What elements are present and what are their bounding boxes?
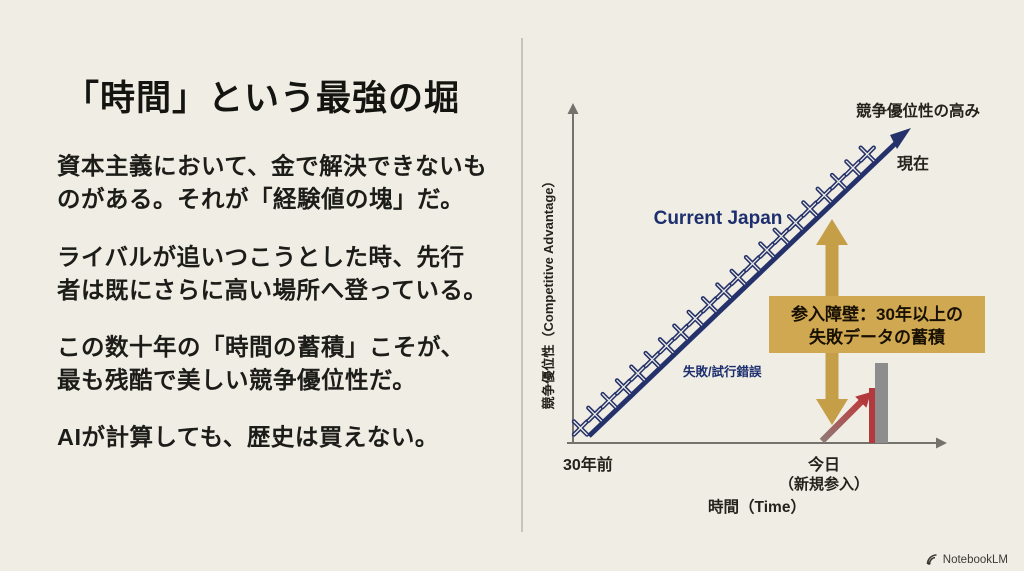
x-marker-highlight: [602, 393, 617, 408]
x-marker-highlight: [673, 325, 689, 340]
new-entrant-arrowhead-icon: [855, 392, 871, 408]
y-axis-arrowhead-icon: [567, 103, 579, 114]
x-marker-highlight: [731, 270, 746, 285]
x-marker-highlight: [745, 256, 760, 271]
paragraph-ai: AIが計算しても、歴史は買えない。: [57, 424, 439, 450]
paragraph-rivals: ライバルが追いつこうとした時、先行 者は既にさらに高い場所へ登っている。: [57, 244, 488, 303]
notebooklm-icon: [926, 554, 937, 565]
x-tick-today-line2: （新規参入）: [779, 475, 869, 493]
advantage-height-label: 競争優位性の高み: [856, 101, 981, 120]
x-marker-highlight: [759, 242, 775, 258]
now-label: 現在: [897, 154, 929, 173]
notebooklm-label: NotebookLM: [942, 553, 1008, 566]
failures-label: 失敗/試行錯誤: [683, 364, 762, 379]
x-marker-highlight: [688, 311, 703, 326]
x-marker-highlight: [645, 352, 660, 367]
y-axis-label: 競争優位性（Competitive Advantage）: [541, 175, 556, 410]
current-japan-arrowhead-icon: [890, 128, 911, 149]
x-marker-highlight: [845, 160, 861, 176]
entry-wall-red-stripe: [869, 388, 875, 443]
x-axis-arrowhead-icon: [936, 437, 947, 449]
x-axis-label: 時間（Time）: [708, 497, 806, 516]
barrier-text-line2: 失敗データの蓄積: [809, 327, 946, 347]
x-marker-highlight: [659, 338, 674, 354]
x-marker-highlight: [860, 147, 875, 162]
current-japan-label: Current Japan: [654, 208, 783, 229]
x-markers-group: [571, 145, 876, 437]
x-marker-highlight: [802, 201, 818, 217]
vertical-divider: [521, 38, 523, 532]
x-marker-highlight: [702, 297, 717, 312]
x-marker-highlight: [817, 188, 832, 203]
new-entrant-arrow: [819, 399, 864, 444]
text-panel: 「時間」という最強の堀 資本主義において、金で解決できないも のがある。それが「…: [57, 79, 487, 450]
page-title: 「時間」という最強の堀: [64, 79, 461, 118]
x-marker-highlight: [573, 420, 588, 436]
x-marker-highlight: [616, 379, 631, 395]
notebooklm-watermark: NotebookLM: [926, 553, 1008, 566]
chart-panel: 競争優位性（Competitive Advantage） Current Jap…: [541, 101, 985, 516]
barrier-text-line1: 参入障壁：30年以上の: [791, 304, 963, 324]
x-marker-highlight: [630, 366, 645, 381]
paragraph-accumulation: この数十年の「時間の蓄積」こそが、 最も残酷で美しい競争優位性だ。: [57, 334, 465, 393]
x-marker-highlight: [716, 283, 732, 299]
x-tick-today-line1: 今日: [807, 455, 840, 474]
x-tick-30-years-ago: 30年前: [563, 455, 613, 474]
paragraph-capitalism: 資本主義において、金で解決できないも のがある。それが「経験値の塊」だ。: [57, 153, 488, 212]
x-marker-highlight: [774, 229, 789, 244]
x-marker-highlight: [788, 215, 803, 230]
x-marker-highlight: [587, 407, 602, 422]
current-japan-line: [587, 138, 901, 438]
entry-wall-bar: [875, 363, 888, 443]
x-marker-highlight: [831, 174, 846, 189]
barrier-annotation-box: [769, 296, 985, 353]
